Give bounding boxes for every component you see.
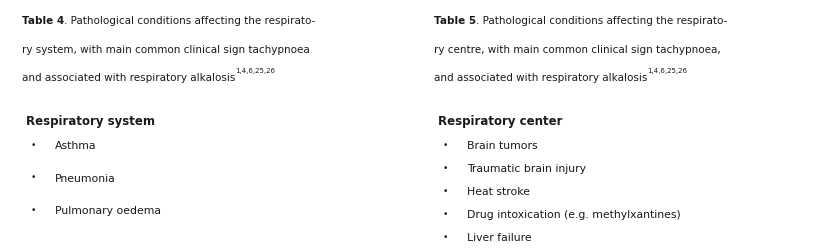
Text: and associated with respiratory alkalosis: and associated with respiratory alkalosi… (434, 73, 647, 82)
Text: 1,4,6,25,26: 1,4,6,25,26 (647, 68, 687, 74)
Text: and associated with respiratory alkalosis: and associated with respiratory alkalosi… (22, 73, 236, 82)
Text: •: • (442, 232, 447, 241)
Text: •: • (442, 141, 447, 150)
Text: Pulmonary oedema: Pulmonary oedema (55, 205, 161, 215)
Text: Asthma: Asthma (55, 141, 96, 150)
Text: Respiratory system: Respiratory system (27, 114, 155, 127)
Text: Table 4: Table 4 (22, 16, 65, 26)
Text: ry centre, with main common clinical sign tachypnoea,: ry centre, with main common clinical sig… (434, 44, 721, 54)
Text: •: • (31, 173, 36, 182)
Text: Drug intoxication (e.g. methylxantines): Drug intoxication (e.g. methylxantines) (466, 209, 681, 219)
Text: •: • (31, 205, 36, 214)
Text: Heat stroke: Heat stroke (466, 186, 530, 196)
Text: •: • (442, 209, 447, 218)
Text: Respiratory center: Respiratory center (438, 114, 563, 127)
Text: . Pathological conditions affecting the respirato-: . Pathological conditions affecting the … (65, 16, 316, 26)
Text: Pneumonia: Pneumonia (55, 173, 115, 183)
Text: . Pathological conditions affecting the respirato-: . Pathological conditions affecting the … (476, 16, 728, 26)
Text: 1,4,6,25,26: 1,4,6,25,26 (236, 68, 276, 74)
Text: Traumatic brain injury: Traumatic brain injury (466, 163, 586, 173)
Text: •: • (31, 141, 36, 150)
Text: Table 5: Table 5 (434, 16, 476, 26)
Text: •: • (442, 163, 447, 172)
Text: •: • (442, 186, 447, 195)
Text: Liver failure: Liver failure (466, 232, 531, 242)
Text: Brain tumors: Brain tumors (466, 141, 537, 150)
Text: ry system, with main common clinical sign tachypnoea: ry system, with main common clinical sig… (22, 44, 310, 54)
